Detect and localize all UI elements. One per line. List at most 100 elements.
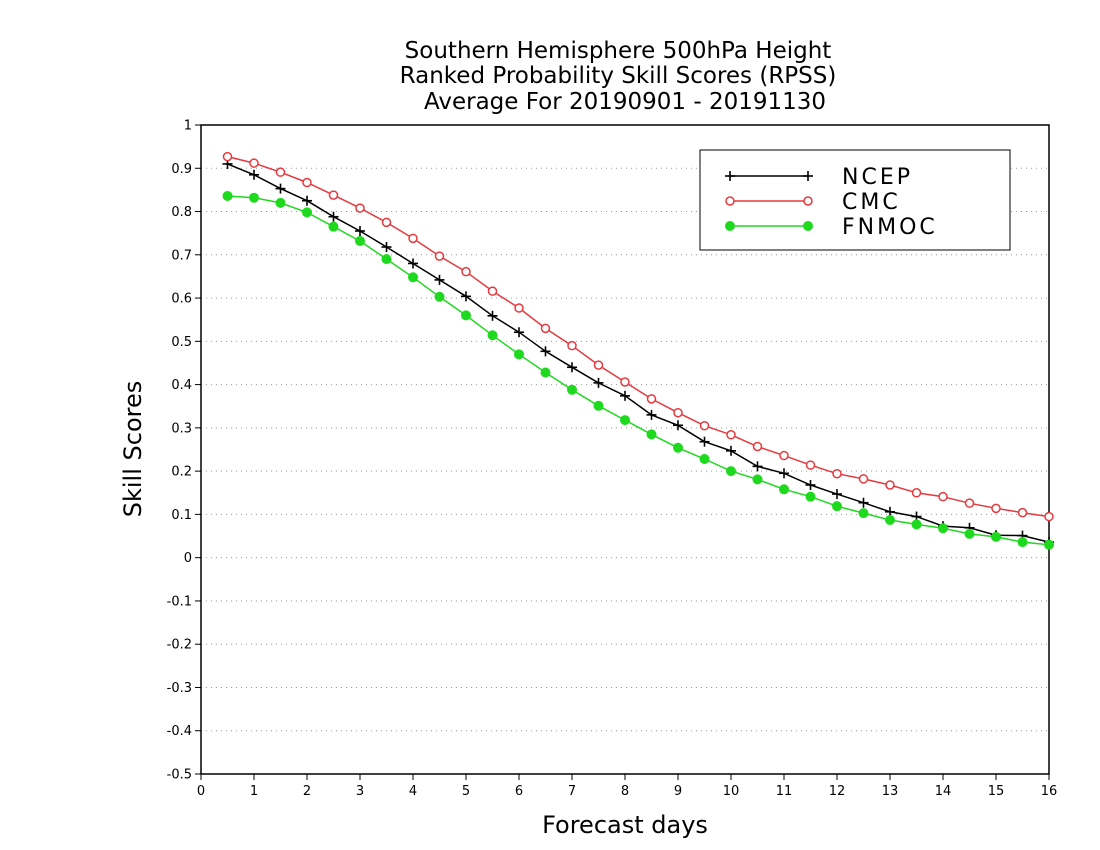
data-point	[249, 192, 259, 203]
data-point	[752, 474, 763, 485]
data-point	[540, 346, 551, 357]
data-point	[964, 528, 975, 539]
data-point	[275, 183, 286, 194]
data-point	[646, 429, 657, 440]
data-point	[832, 468, 842, 479]
data-point	[805, 460, 816, 470]
data-point	[1044, 511, 1054, 522]
data-point	[832, 501, 842, 512]
data-point	[805, 479, 816, 490]
y-tick-label: -0.3	[167, 681, 192, 696]
data-point	[938, 523, 948, 534]
x-tick-label: 16	[1041, 784, 1058, 799]
data-point	[434, 251, 445, 261]
data-point	[355, 235, 365, 246]
data-point	[487, 330, 498, 341]
x-axis-label: Forecast days	[542, 811, 708, 839]
data-point	[249, 169, 259, 180]
y-tick-label: -0.1	[167, 594, 192, 609]
data-point	[726, 445, 736, 456]
x-tick-label: 11	[776, 784, 793, 799]
data-point	[328, 190, 339, 200]
data-point	[858, 497, 869, 508]
y-tick-label: 0.7	[171, 248, 192, 263]
data-point	[328, 211, 339, 222]
y-tick-label: 0.1	[171, 508, 192, 523]
chart-title-line-3: Average For 20190901 - 20191130	[424, 89, 826, 115]
data-point	[381, 254, 392, 265]
data-point	[673, 442, 683, 453]
y-tick-label: -0.5	[167, 768, 192, 783]
x-tick-label: 7	[568, 784, 576, 799]
x-tick-label: 6	[515, 784, 523, 799]
legend-item-cmc: CMC	[725, 190, 898, 215]
x-tick-label: 1	[250, 784, 258, 799]
data-point	[567, 362, 577, 373]
data-point	[487, 310, 498, 321]
data-point	[991, 503, 1001, 514]
data-point	[593, 400, 604, 411]
data-point	[911, 488, 922, 498]
data-point	[673, 407, 683, 418]
data-point	[222, 190, 233, 201]
x-tick-label: 14	[935, 784, 952, 799]
data-point	[275, 167, 286, 177]
data-point	[1017, 537, 1028, 548]
x-tick-label: 4	[409, 784, 417, 799]
data-point	[803, 196, 813, 206]
data-point	[726, 430, 736, 440]
y-tick-label: 0.3	[171, 421, 192, 436]
data-point	[858, 508, 869, 519]
data-point	[540, 323, 551, 334]
data-point	[832, 489, 842, 500]
x-tick-label: 10	[723, 784, 740, 799]
legend-label: FNMOC	[842, 215, 938, 240]
data-point	[487, 286, 498, 296]
data-point	[408, 258, 418, 269]
data-point	[991, 531, 1001, 542]
data-point	[540, 367, 551, 378]
y-tick-label: 0.6	[171, 292, 192, 307]
data-point	[355, 203, 365, 213]
x-tick-label: 12	[829, 784, 846, 799]
legend-label: NCEP	[842, 165, 913, 190]
data-point	[885, 480, 895, 490]
data-point	[434, 274, 445, 285]
y-axis-label: Skill Scores	[119, 381, 147, 518]
data-point	[275, 197, 286, 208]
data-point	[461, 310, 471, 321]
x-tick-label: 13	[882, 784, 899, 799]
data-point	[858, 474, 869, 484]
data-point	[381, 217, 392, 228]
data-point	[302, 177, 312, 188]
legend-item-fnmoc: FNMOC	[725, 215, 938, 240]
x-tick-label: 0	[197, 784, 205, 799]
x-tick-label: 3	[356, 784, 364, 799]
data-point	[779, 484, 789, 495]
data-point	[1017, 507, 1028, 518]
data-point	[725, 196, 735, 206]
data-point	[938, 491, 948, 502]
series-layer	[222, 151, 1054, 550]
x-axis-ticks: 0 1 2 3 4 5 6 7 8 9 10 11 12 13 14 15 16	[197, 774, 1057, 799]
data-point	[567, 340, 577, 351]
y-tick-label: 0.8	[171, 205, 192, 220]
data-point	[222, 151, 233, 162]
data-point	[302, 207, 312, 218]
data-point	[1044, 539, 1054, 550]
data-point	[434, 291, 445, 302]
data-point	[408, 233, 418, 244]
data-point	[567, 384, 577, 395]
y-tick-label: 1	[184, 119, 192, 134]
data-point	[803, 171, 813, 181]
data-point	[725, 221, 735, 231]
y-tick-label: 0.4	[171, 378, 192, 393]
data-point	[514, 327, 524, 338]
data-point	[964, 498, 975, 508]
y-tick-label: -0.2	[167, 638, 192, 653]
data-point	[355, 226, 365, 237]
y-tick-label: 0	[184, 551, 192, 566]
data-point	[620, 415, 630, 426]
